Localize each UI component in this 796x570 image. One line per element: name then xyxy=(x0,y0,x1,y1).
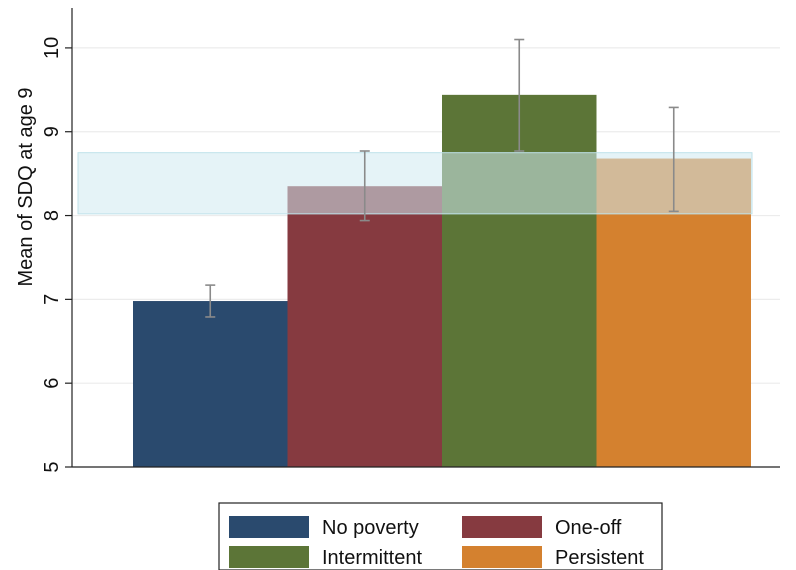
legend: No poverty One-off Intermittent Persistent xyxy=(218,502,663,570)
reference-band xyxy=(77,152,753,215)
y-tick-label: 8 xyxy=(41,210,63,221)
y-tick-label: 9 xyxy=(41,126,63,137)
legend-label: Persistent xyxy=(555,547,644,569)
error-bar xyxy=(668,106,679,213)
axes: 5 6 7 8 9 10 xyxy=(41,8,780,473)
legend-item: Intermittent xyxy=(229,546,422,569)
legend-item: Persistent xyxy=(462,546,644,569)
error-bar xyxy=(359,150,370,222)
legend-item: No poverty xyxy=(229,516,419,539)
legend-swatch xyxy=(462,546,542,568)
y-axis-title: Mean of SDQ at age 9 xyxy=(15,87,37,286)
bar-one-off xyxy=(287,186,442,467)
legend-label: One-off xyxy=(555,517,622,539)
legend-label: No poverty xyxy=(322,517,419,539)
y-tick-label: 10 xyxy=(41,37,63,59)
y-tick-label: 5 xyxy=(41,461,63,472)
legend-swatch xyxy=(229,516,309,538)
legend-item: One-off xyxy=(462,516,622,539)
legend-swatch xyxy=(229,546,309,568)
error-bars xyxy=(205,38,679,318)
legend-swatch xyxy=(462,516,542,538)
error-bar xyxy=(205,284,216,318)
error-bar xyxy=(514,38,525,152)
y-tick-label: 6 xyxy=(41,378,63,389)
y-tick-label: 7 xyxy=(41,294,63,305)
confidence-band xyxy=(77,152,753,215)
legend-label: Intermittent xyxy=(322,547,422,569)
bar-no-poverty xyxy=(133,301,288,467)
bars xyxy=(133,94,751,468)
